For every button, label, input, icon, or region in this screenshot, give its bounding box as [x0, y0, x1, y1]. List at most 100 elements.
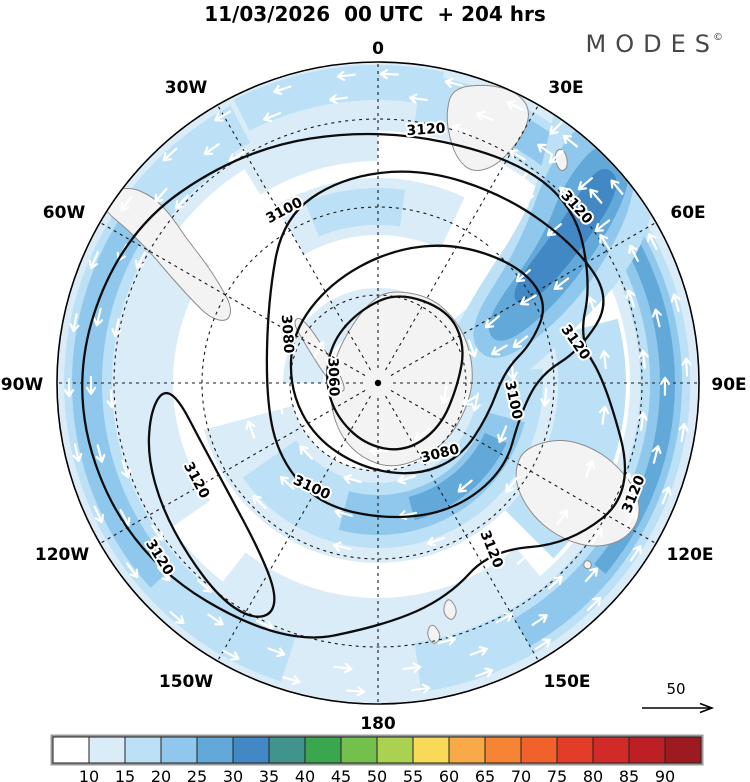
wind-arrow [467, 339, 478, 358]
shade-band [408, 432, 507, 521]
wind-arrow [586, 296, 597, 315]
meridian-line [218, 395, 371, 660]
shade-region [514, 169, 617, 304]
wind-arrow [556, 509, 569, 526]
colorbar-tick-label: 20 [151, 767, 171, 782]
wind-arrow [490, 344, 508, 356]
wind-arrow [154, 187, 168, 203]
wind-arrow [85, 375, 97, 395]
shade-band [233, 111, 378, 195]
colorbar-tick-label: 70 [511, 767, 531, 782]
wind-arrow [514, 171, 529, 187]
new-zealand-south-coastline [427, 624, 441, 644]
colorbar-cell [664, 736, 702, 764]
colorbar-tick-label: 25 [187, 767, 207, 782]
colorbar-tick-label: 65 [475, 767, 495, 782]
colorbar-tick-label: 45 [331, 767, 351, 782]
wind-arrow [678, 422, 689, 442]
wind-arrow [475, 110, 494, 121]
wind-arrow [273, 85, 292, 95]
meridian-line [390, 223, 655, 376]
wind-arrow [379, 69, 399, 80]
modes-logo-mark: © [713, 32, 724, 43]
wind-arrow [169, 611, 185, 625]
wind-arrow [562, 134, 579, 148]
wind-arrow [95, 444, 106, 463]
tasmania-coastline [583, 560, 592, 570]
wind-arrow [638, 349, 649, 369]
wind-arrow [329, 94, 349, 105]
wind-arrow [207, 613, 224, 626]
wind-arrow [327, 428, 343, 442]
wind-arrow [437, 635, 456, 646]
wind-arrow [214, 110, 232, 122]
wind-arrow [553, 277, 570, 291]
colorbar-cell [520, 736, 558, 764]
colorbar-tick-label: 50 [367, 767, 387, 782]
wind-arrow [88, 251, 99, 270]
wind-scale-value: 50 [666, 680, 685, 698]
colorbar-tick-label: 10 [79, 767, 99, 782]
modes-logo: MODES© [586, 30, 724, 58]
compass-labels: 0 30E 60E 90E 120E 150E 180 150W 120W 90W 60W 30W [1, 39, 747, 734]
colorbar-frame [50, 734, 704, 766]
shade-band [338, 412, 525, 535]
wind-arrow [135, 251, 146, 269]
compass-label-90e: 90E [711, 375, 746, 395]
latitude-circle [113, 118, 643, 648]
colorbar-cell [376, 736, 414, 764]
wind-arrow [445, 442, 459, 458]
contour-label: 3060 [324, 357, 341, 397]
colorbar-tick-label: 30 [223, 767, 243, 782]
wind-arrow [461, 394, 479, 406]
compass-label-60w: 60W [43, 203, 86, 223]
wind-arrow [577, 177, 593, 191]
shade-band [559, 155, 675, 574]
wind-arrow [608, 131, 624, 145]
map-boundary-circle [56, 61, 700, 705]
colorbar-cell [52, 736, 90, 764]
wind-arrow [111, 318, 122, 338]
wind-arrow [495, 612, 513, 624]
wind-arrow [534, 638, 552, 651]
wind-arrows [63, 69, 692, 697]
colorbar-tick-label: 75 [547, 767, 567, 782]
wind-arrow [411, 683, 431, 694]
wind-arrow [332, 541, 352, 552]
wind-arrow [313, 340, 325, 358]
colorbar-tick-label: 15 [115, 767, 135, 782]
wind-arrow [628, 244, 639, 263]
wind-arrow [69, 313, 80, 333]
wind-arrow [484, 315, 500, 329]
wind-arrow [559, 186, 574, 201]
wind-arrow [106, 389, 117, 409]
wind-arrow [625, 509, 637, 528]
colorbar-tick-label: 90 [655, 767, 675, 782]
colorbar-cell [412, 736, 450, 764]
colorbar-cell [196, 736, 234, 764]
colorbar-cell [592, 736, 630, 764]
colorbar-cell [232, 736, 270, 764]
south-america-coastline [102, 188, 231, 321]
compass-label-60e: 60E [670, 203, 705, 223]
colorbar-cell [628, 736, 666, 764]
wind-arrow [397, 474, 416, 485]
modes-logo-text: MODES [585, 30, 719, 58]
wind-arrow [157, 566, 171, 582]
wind-arrow [505, 477, 518, 493]
colorbar-cell [484, 736, 522, 764]
wind-arrow [635, 161, 652, 175]
meridian-line [390, 390, 655, 543]
contour-line-3100 [265, 170, 605, 519]
wind-arrow [151, 524, 163, 542]
wind-arrow [599, 234, 611, 251]
colorbar-tick-label: 55 [403, 767, 423, 782]
wind-arrow [451, 123, 471, 134]
wind-arrow [197, 579, 213, 593]
pole-marker-dot [374, 379, 382, 387]
compass-label-150e: 150E [543, 672, 590, 692]
compass-label-30w: 30W [165, 78, 208, 98]
wind-arrow [490, 239, 506, 254]
